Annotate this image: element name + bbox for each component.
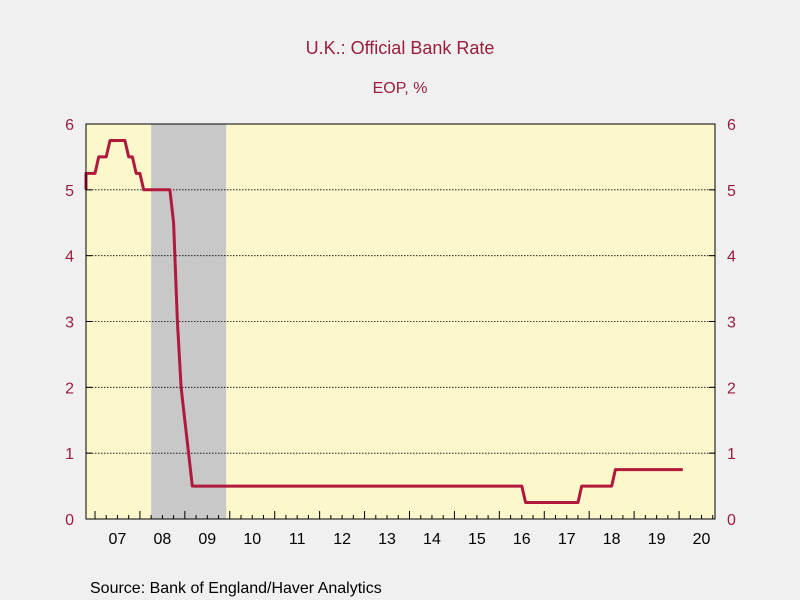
x-tick-label: 19 — [648, 531, 666, 548]
x-tick-label: 10 — [243, 531, 261, 548]
x-tick-label: 18 — [603, 531, 621, 548]
x-tick-label: 14 — [423, 531, 441, 548]
chart-title: U.K.: Official Bank Rate — [306, 38, 495, 58]
chart-subtitle: EOP, % — [373, 80, 428, 97]
x-tick-label: 09 — [198, 531, 216, 548]
x-tick-label: 07 — [109, 531, 127, 548]
x-tick-label: 08 — [153, 531, 171, 548]
x-tick-label: 20 — [693, 531, 711, 548]
chart-source: Source: Bank of England/Haver Analytics — [90, 580, 382, 597]
y-right-tick-label: 2 — [727, 380, 736, 397]
x-tick-label: 12 — [333, 531, 351, 548]
series-layer — [84, 139, 683, 504]
y-left-tick-label: 1 — [65, 446, 74, 463]
x-tick-label: 15 — [468, 531, 486, 548]
y-right-tick-label: 1 — [727, 446, 736, 463]
x-tick-label: 17 — [558, 531, 576, 548]
y-right-tick-label: 4 — [727, 249, 736, 266]
y-right-tick-label: 5 — [727, 183, 736, 200]
y-left-tick-label: 3 — [65, 315, 74, 332]
x-tick-label: 16 — [513, 531, 531, 548]
y-right-tick-label: 6 — [727, 117, 736, 134]
y-left-tick-label: 5 — [65, 183, 74, 200]
x-tick-label: 11 — [289, 531, 306, 548]
y-left-tick-label: 2 — [65, 380, 74, 397]
series-line — [84, 139, 683, 504]
y-left-tick-label: 0 — [65, 512, 74, 529]
x-tick-label: 13 — [378, 531, 396, 548]
y-left-tick-label: 4 — [65, 249, 74, 266]
y-right-tick-label: 0 — [727, 512, 736, 529]
y-left-tick-label: 6 — [65, 117, 74, 134]
y-right-tick-label: 3 — [727, 315, 736, 332]
